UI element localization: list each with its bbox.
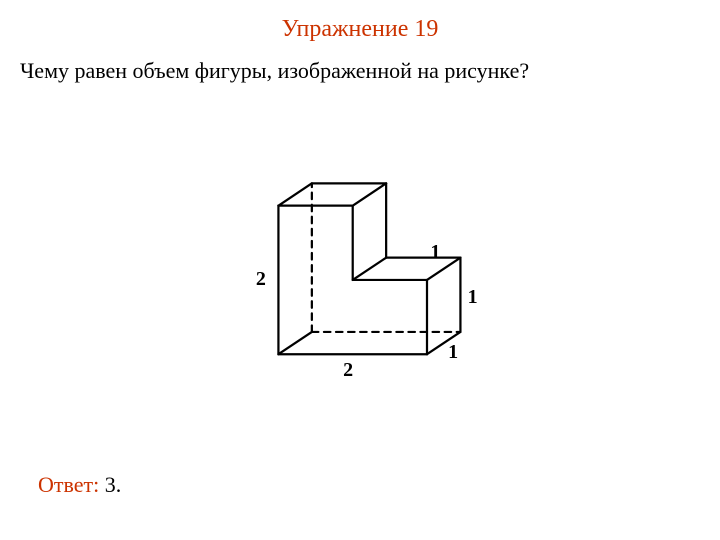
dim-left-2: 2 — [256, 268, 266, 291]
answer-value: 3. — [99, 472, 121, 497]
dim-top-1: 1 — [430, 241, 440, 264]
dim-right-1: 1 — [468, 286, 478, 309]
dim-bottom-2: 2 — [343, 359, 353, 382]
answer-label: Ответ: — [38, 472, 99, 497]
solid-edges — [278, 183, 460, 354]
volume-figure: 2 2 1 1 1 — [232, 136, 492, 396]
answer-row: Ответ: 3. — [38, 472, 121, 498]
dim-br-1: 1 — [448, 341, 458, 364]
title-text: Упражнение 19 — [282, 16, 439, 42]
question-text: Чему равен объем фигуры, изображенной на… — [20, 58, 529, 84]
exercise-title: Упражнение 19 — [0, 16, 720, 43]
